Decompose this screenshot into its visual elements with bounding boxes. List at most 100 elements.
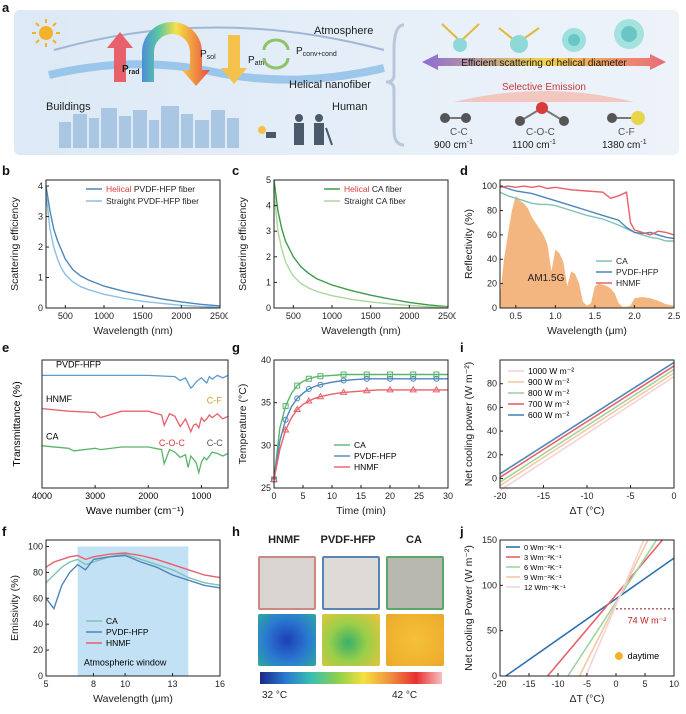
y-tick-label: 60 <box>33 593 43 603</box>
x-tick-label: 15 <box>356 491 366 501</box>
wn-cf-label: 1380 cm <box>602 140 640 151</box>
chart-f: Atmospheric window 5 8 10 13 16 0 20 40 60 80 100 Wa… <box>9 539 225 705</box>
data-point <box>432 385 441 393</box>
legend-label: CA <box>354 440 366 450</box>
legend-label: Straight CA fiber <box>344 196 406 206</box>
series-line-3 <box>578 539 649 677</box>
chart-g: 0 5 10 15 20 25 30 25 30 35 40 Time (min) Temperatur… <box>237 355 453 517</box>
series-line-0 <box>42 374 229 390</box>
legend-label: CA <box>616 256 628 266</box>
x-tick-label: -10 <box>580 491 593 501</box>
solar-spectrum-area <box>500 195 674 308</box>
series-line-0 <box>273 179 449 308</box>
efficient-scattering-arrow <box>422 54 666 70</box>
data-point <box>305 375 312 382</box>
helical-fiber-models-icon <box>441 19 644 53</box>
convection-cycle-icon <box>262 38 290 70</box>
legend-label: HNMF <box>354 462 379 472</box>
molecule-cf-icon <box>607 111 645 125</box>
x-tick-label: 500 <box>58 311 73 321</box>
x-tick-label: 0 <box>671 491 676 501</box>
panel-a-illustration: Atmosphere Helical nanofiber Prad Psol P… <box>14 10 679 155</box>
ref-label-74: 74 W m⁻² <box>628 615 667 625</box>
y-axis-label: Temperature (°C) <box>237 384 249 465</box>
wn-coc-sup: -1 <box>550 139 556 146</box>
atmosphere-arc <box>53 26 385 51</box>
x-axis-label: Wavelength (μm) <box>93 693 173 705</box>
x-tick-label: 5 <box>300 491 305 501</box>
chart-b: 500 1000 1500 2000 2500 0 1 2 3 4 Wavelength (nm) S… <box>9 179 228 337</box>
y-tick-label: 2 <box>266 252 271 262</box>
panel-label-g: g <box>232 340 240 355</box>
y-tick-label: 80 <box>33 567 43 577</box>
x-tick-label: 0.5 <box>510 311 523 321</box>
helical-fiber-band <box>48 60 385 84</box>
p-sol-sub: sol <box>207 54 216 61</box>
y-tick-label: 100 <box>482 181 497 191</box>
y-tick-label: 20 <box>487 279 497 289</box>
series-line-1 <box>273 378 448 480</box>
y-tick-label: 1 <box>38 273 43 283</box>
p-atm-arrow <box>221 35 247 84</box>
data-point <box>433 371 440 378</box>
series-line-1 <box>41 407 229 434</box>
panel-label-c: c <box>232 163 240 178</box>
y-tick-label: 20 <box>33 645 43 655</box>
y-tick-label: 40 <box>487 426 497 436</box>
series-line-0 <box>499 191 674 242</box>
series-line-0 <box>499 375 675 492</box>
legend-label: CA <box>106 616 118 626</box>
series-line-2 <box>499 185 675 236</box>
svg-text:Pconv+cond: Pconv+cond <box>296 46 337 58</box>
thermal-pvdf <box>322 614 380 666</box>
series-line-2 <box>499 368 675 483</box>
wn-cc-label: 900 cm <box>434 140 467 151</box>
helical-nanofiber-label: Helical nanofiber <box>289 79 371 91</box>
series-line-2 <box>41 445 229 476</box>
legend-label: 3 Wm⁻²K⁻¹ <box>524 553 562 562</box>
sun-icon <box>614 652 623 661</box>
legend-label: HNMF <box>616 278 641 288</box>
p-atm-sub: atm <box>255 60 267 67</box>
series-line-1 <box>45 554 221 611</box>
y-tick-label: 0 <box>38 303 43 313</box>
x-tick-label: 20 <box>385 491 395 501</box>
buildings-label: Buildings <box>46 101 91 113</box>
x-tick-label: 1500 <box>133 311 153 321</box>
daytime-label: daytime <box>628 651 660 661</box>
label-pvdf: PVDF-HFP <box>56 360 101 370</box>
photo-ca <box>386 556 444 610</box>
data-point <box>362 386 371 394</box>
y-tick-label: 1 <box>266 277 271 287</box>
legend-label: Helical PVDF-HFP fiber <box>106 184 195 194</box>
thermal-hnmf <box>258 614 316 666</box>
y-tick-label: 60 <box>487 402 497 412</box>
x-axis-label: Wavelength (nm) <box>321 325 401 337</box>
x-tick-label: 10 <box>669 679 679 689</box>
data-point <box>293 405 302 412</box>
h-label-hnmf: HNMF <box>268 534 300 546</box>
data-point <box>340 371 347 378</box>
x-tick-label: 2500 <box>210 311 228 321</box>
data-point <box>339 388 348 395</box>
y-tick-label: 40 <box>261 355 271 365</box>
data-point <box>316 392 325 400</box>
bond-cf-label: C-F <box>618 127 635 138</box>
data-point <box>433 375 440 382</box>
data-point <box>317 373 324 380</box>
x-axis-label: ΔT (°C) <box>570 505 605 517</box>
y-tick-label: 80 <box>487 379 497 389</box>
y-tick-label: 100 <box>482 580 497 590</box>
plot-frame <box>499 179 675 309</box>
legend-text: PVDF-HFP fiber <box>132 184 196 194</box>
data-point <box>317 381 324 388</box>
p-rad-arrow <box>107 32 133 82</box>
x-tick-label: -5 <box>583 679 591 689</box>
colorbar-max-label: 42 °C <box>392 690 418 701</box>
panel-label-d: d <box>460 163 468 178</box>
legend-label: HNMF <box>106 638 131 648</box>
sun-icon <box>32 19 60 47</box>
y-tick-label: 0 <box>492 303 497 313</box>
human-figures-icon <box>258 114 333 146</box>
x-tick-label: -5 <box>626 491 634 501</box>
